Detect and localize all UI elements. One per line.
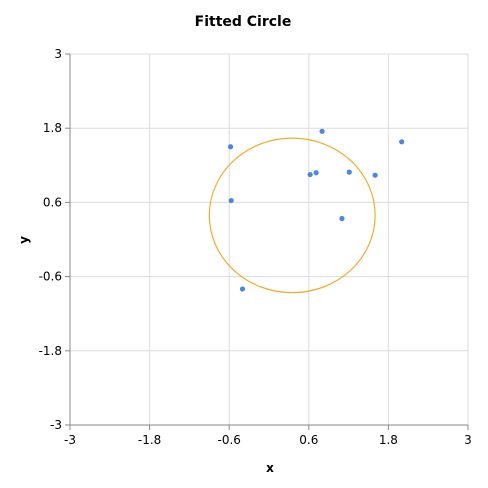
x-tick-label: 1.8 <box>379 433 398 447</box>
y-tick-label: -0.6 <box>39 270 62 284</box>
y-tick-label: 3 <box>54 47 62 61</box>
data-point <box>372 172 378 178</box>
y-tick-label: -1.8 <box>39 344 62 358</box>
y-axis-label: y <box>17 236 31 244</box>
fitted-circle <box>208 137 376 294</box>
data-point <box>239 286 246 292</box>
chart-title: Fitted Circle <box>195 14 292 30</box>
data-point <box>399 139 405 145</box>
y-tick-label: -3 <box>50 418 62 432</box>
y-tick-label: 0.6 <box>43 195 62 209</box>
data-point <box>228 197 234 204</box>
x-tick-label: 3 <box>464 433 472 447</box>
plot-marks <box>208 128 405 294</box>
x-tick-label: -0.6 <box>217 433 240 447</box>
data-point <box>307 171 313 178</box>
x-tick-label: -3 <box>64 433 76 447</box>
data-point <box>319 128 325 134</box>
y-tick-label: 1.8 <box>43 121 62 135</box>
tick-labels: -3 -1.8 -0.6 0.6 1.8 3 -3 -1.8 -0.6 0.6 1.8 3 <box>39 47 472 447</box>
data-point <box>346 169 352 175</box>
data-point <box>313 170 319 176</box>
x-axis-label: x <box>266 461 274 475</box>
axes <box>65 53 469 430</box>
grid <box>69 53 469 426</box>
x-tick-label: 0.6 <box>299 433 318 447</box>
data-point <box>227 144 234 150</box>
x-tick-label: -1.8 <box>138 433 161 447</box>
data-point <box>339 215 345 222</box>
